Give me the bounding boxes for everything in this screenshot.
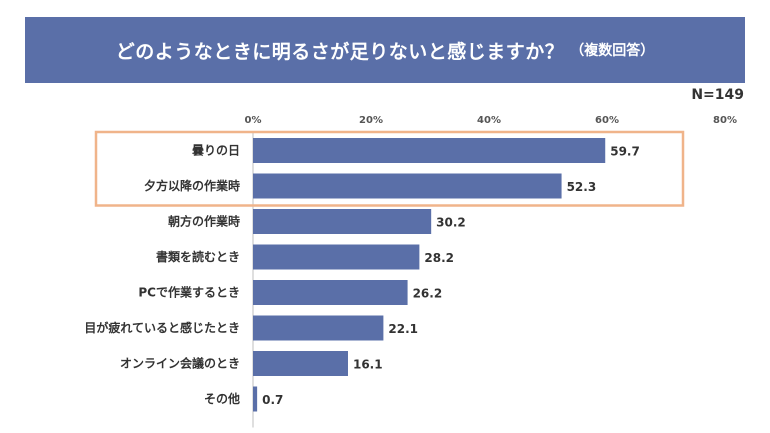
- category-label: 朝方の作業時: [168, 214, 240, 229]
- bar: [253, 173, 562, 199]
- data-label: 16.1: [353, 358, 383, 372]
- bar: [253, 138, 606, 163]
- data-label: 28.2: [424, 251, 454, 265]
- sample-size-label: N=149: [691, 87, 744, 103]
- bar: [253, 244, 420, 270]
- bar: [253, 386, 258, 412]
- data-label: 22.1: [388, 322, 418, 336]
- title-banner: どのようなときに明るさが足りないと感じますか？ （複数回答）: [25, 17, 745, 83]
- data-label: 30.2: [436, 216, 466, 230]
- highlight-box: [94, 130, 685, 207]
- x-tick-label: 60%: [595, 115, 619, 126]
- category-label: 夕方以降の作業時: [144, 178, 240, 193]
- category-label: 曇りの日: [192, 144, 240, 158]
- data-label: 0.7: [262, 393, 283, 407]
- x-tick-label: 80%: [713, 115, 737, 126]
- data-label: 59.7: [610, 145, 640, 159]
- data-label: 26.2: [413, 287, 443, 301]
- bar: [253, 280, 408, 305]
- x-tick-label: 20%: [359, 115, 383, 126]
- category-label: オンライン会議のとき: [120, 356, 240, 371]
- chart-subtitle: （複数回答）: [570, 43, 655, 59]
- x-tick-label: 0%: [245, 115, 262, 126]
- bar: [253, 209, 432, 234]
- category-label: 目が疲れていると感じたとき: [84, 320, 240, 335]
- x-tick-label: 40%: [477, 115, 501, 126]
- data-label: 52.3: [567, 180, 597, 194]
- category-label: PCで作業するとき: [138, 285, 240, 300]
- category-label: 書類を読むとき: [156, 249, 240, 264]
- chart-title: どのようなときに明るさが足りないと感じますか？: [115, 40, 565, 63]
- bar: [253, 315, 384, 341]
- bar: [253, 351, 348, 376]
- category-label: その他: [204, 391, 240, 406]
